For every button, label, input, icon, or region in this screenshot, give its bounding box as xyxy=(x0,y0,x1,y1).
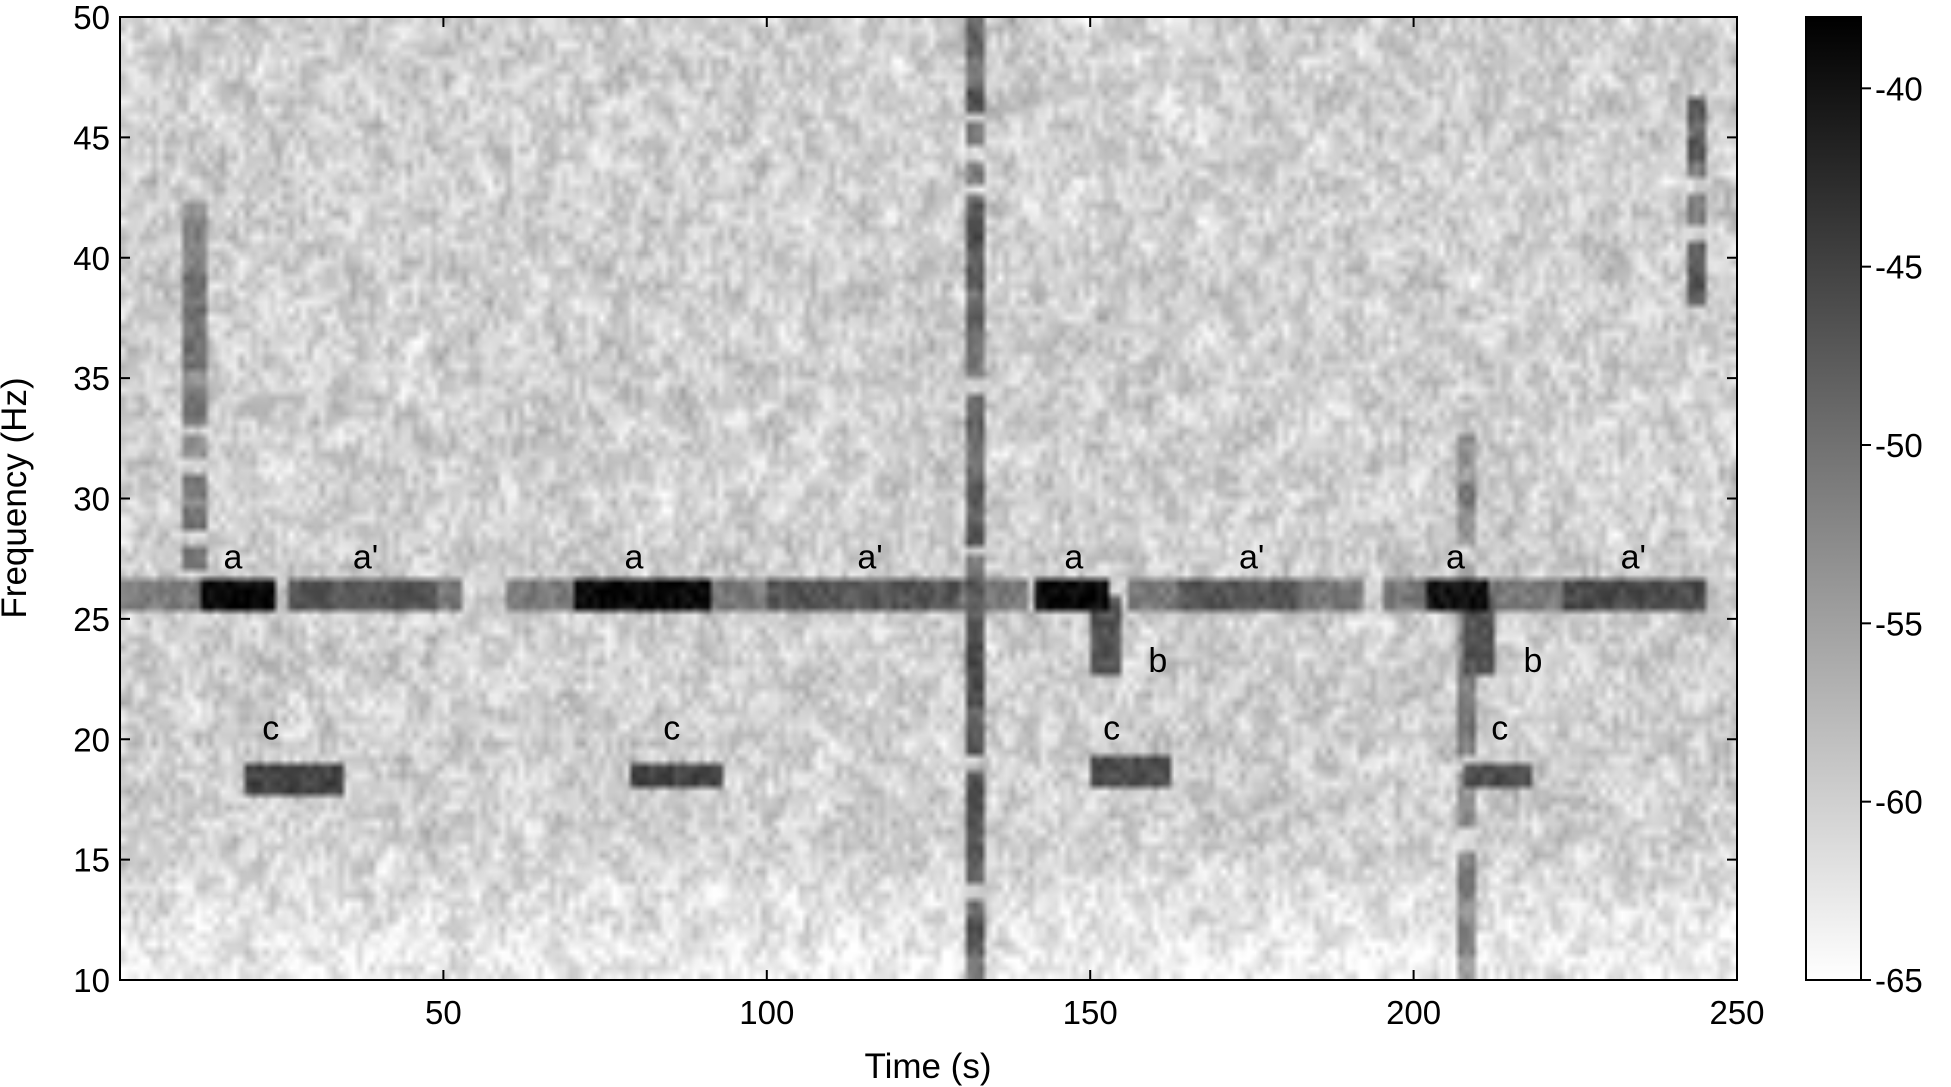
call-unit-annotations: a a' a a' a a' a a'b bc c c c xyxy=(223,538,1645,747)
annotation-label: a' xyxy=(1239,538,1264,576)
colorbar-tick-label: -55 xyxy=(1875,605,1923,642)
colorbar-tick-label: -65 xyxy=(1875,962,1923,999)
y-tick-label: 15 xyxy=(73,842,110,879)
annotation-label: a xyxy=(1064,538,1083,576)
x-tick-label: 100 xyxy=(739,994,794,1031)
x-tick-label: 150 xyxy=(1063,994,1118,1031)
y-axis: 10 15 20 25 30 35 40 45 50 xyxy=(73,0,1737,999)
y-tick-label: 50 xyxy=(73,0,110,36)
y-axis-label: Frequency (Hz) xyxy=(0,377,34,618)
x-axis-label: Time (s) xyxy=(864,1047,991,1086)
y-tick-label: 45 xyxy=(73,119,110,156)
x-axis: 50 100 150 200 250 xyxy=(425,17,1765,1031)
colorbar-tick-label: -50 xyxy=(1875,427,1923,464)
annotation-label: a' xyxy=(1621,538,1646,576)
x-tick-label: 50 xyxy=(425,994,462,1031)
annotation-label: c xyxy=(1491,709,1508,747)
annotation-label: a' xyxy=(857,538,882,576)
y-tick-label: 25 xyxy=(73,601,110,638)
colorbar-tick-label: -40 xyxy=(1875,70,1923,107)
colorbar-gradient xyxy=(1806,17,1861,980)
colorbar-tick-label: -60 xyxy=(1875,784,1923,821)
y-tick-label: 30 xyxy=(73,481,110,518)
colorbar-axis: -40 -45 -50 -55 -60 -65 xyxy=(1861,70,1923,999)
y-tick-label: 20 xyxy=(73,721,110,758)
annotation-label: c xyxy=(262,709,279,747)
annotation-label: c xyxy=(663,709,680,747)
y-tick-label: 40 xyxy=(73,240,110,277)
y-tick-label: 10 xyxy=(73,962,110,999)
annotation-label: a xyxy=(625,538,644,576)
x-tick-label: 200 xyxy=(1386,994,1441,1031)
annotation-label: a' xyxy=(353,538,378,576)
x-tick-label: 250 xyxy=(1709,994,1764,1031)
annotation-label: b xyxy=(1148,642,1167,680)
colorbar-tick-label: -45 xyxy=(1875,249,1923,286)
colorbar-frame xyxy=(1805,16,1862,981)
spectrogram-heatmap xyxy=(120,17,1737,980)
y-tick-label: 35 xyxy=(73,360,110,397)
annotation-label: a xyxy=(1446,538,1465,576)
annotation-label: b xyxy=(1524,642,1543,680)
annotation-label: c xyxy=(1103,709,1120,747)
annotation-label: a xyxy=(223,538,242,576)
